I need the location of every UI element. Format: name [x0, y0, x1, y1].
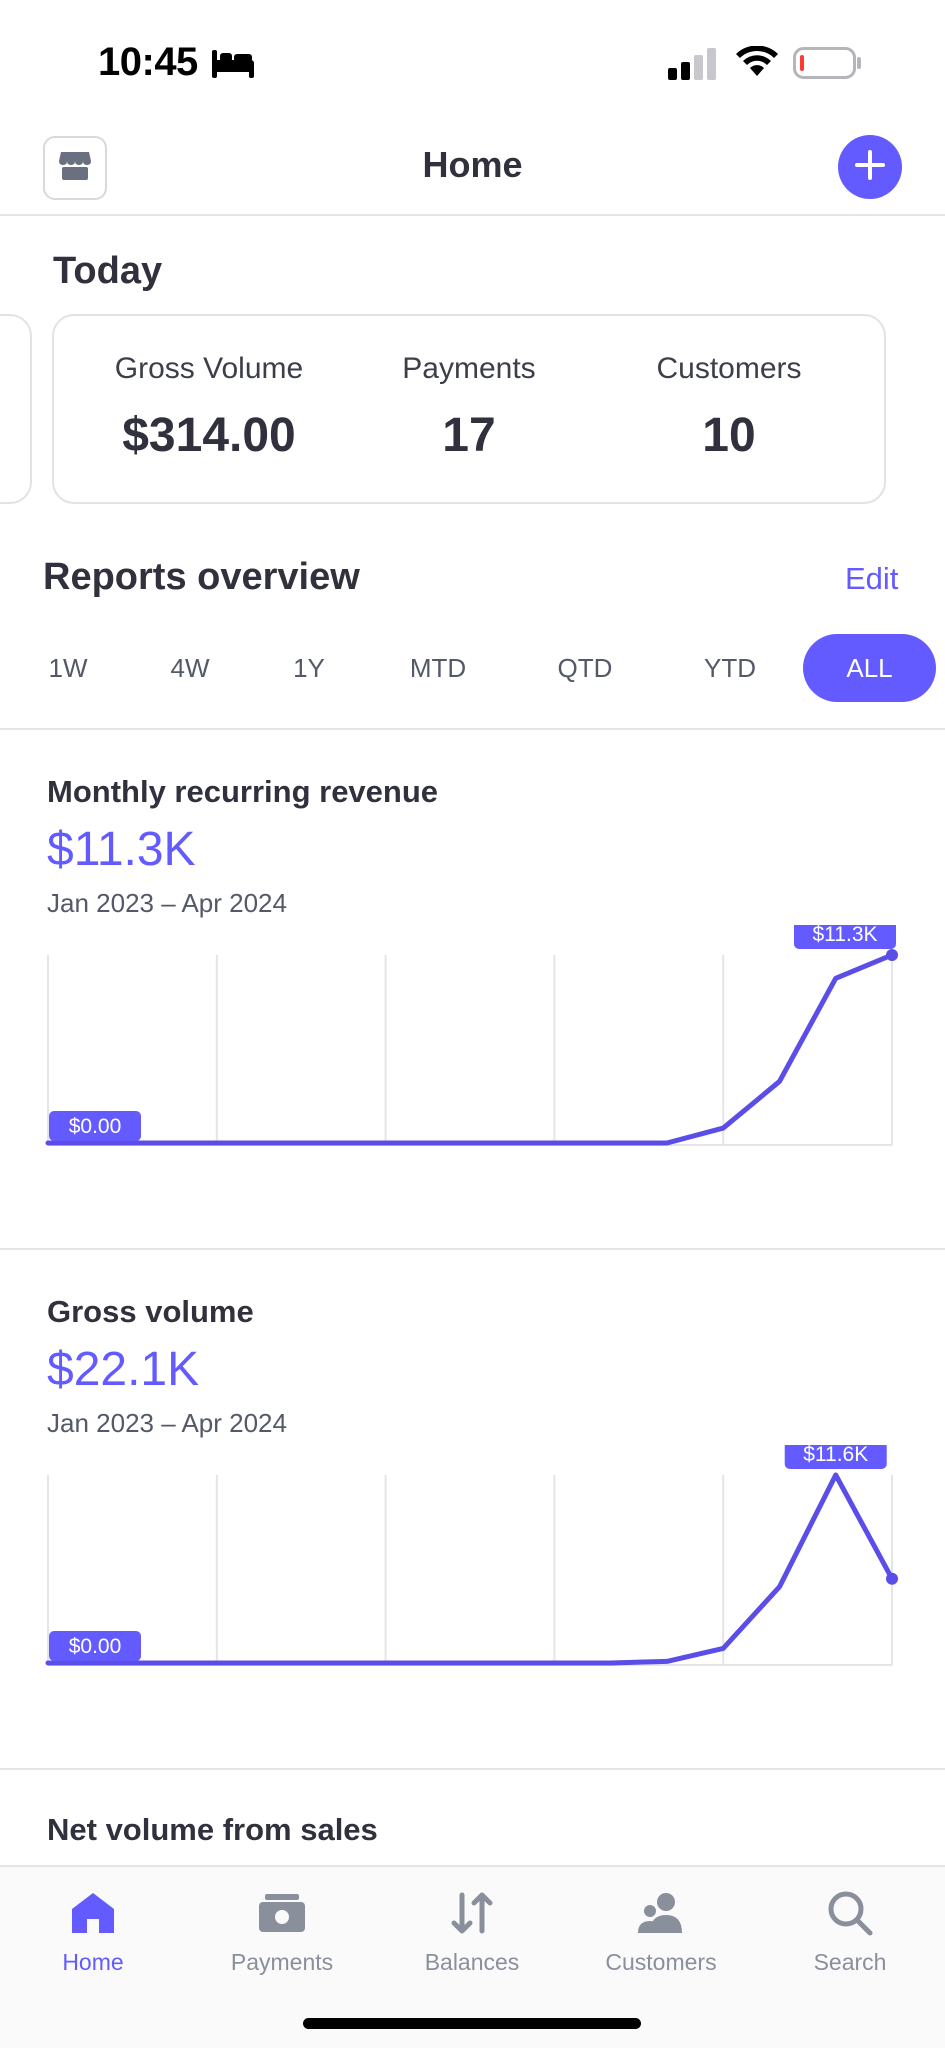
stat-gross-volume: Gross Volume $314.00	[79, 352, 339, 463]
customers-icon	[581, 1885, 741, 1941]
tab-payments[interactable]: Payments	[202, 1885, 362, 1976]
balances-icon	[392, 1885, 552, 1941]
chart-date-range: Jan 2023 – Apr 2024	[47, 888, 287, 918]
stat-value: 17	[442, 409, 496, 462]
home-icon	[13, 1885, 173, 1941]
tab-bar: Home Payments Balances Customers Search	[0, 1865, 945, 2048]
cellular-signal-icon	[668, 48, 720, 85]
battery-icon	[793, 47, 863, 84]
status-bar: 10:45	[0, 0, 945, 120]
range-1w[interactable]: 1W	[48, 653, 88, 683]
range-ytd[interactable]: YTD	[704, 653, 756, 683]
chart-date-range: Jan 2023 – Apr 2024	[47, 1408, 287, 1438]
tab-label: Home	[62, 1949, 124, 1975]
chart-title-net-volume[interactable]: Net volume from sales	[47, 1812, 378, 1847]
search-icon	[770, 1885, 930, 1941]
top-header: Home	[0, 120, 945, 216]
wifi-icon	[735, 45, 779, 83]
range-qtd[interactable]: QTD	[557, 653, 613, 683]
series-line	[45, 1472, 895, 1666]
reports-heading: Reports overview	[43, 556, 360, 598]
max-value-badge	[784, 1445, 887, 1469]
tab-label: Customers	[605, 1949, 717, 1975]
tab-label: Balances	[424, 1949, 520, 1975]
chart-total: $22.1K	[47, 1343, 200, 1396]
chart-total: $11.3K	[47, 823, 196, 876]
home-indicator	[303, 2018, 641, 2029]
data-point	[886, 949, 898, 961]
stat-label: Payments	[402, 352, 536, 385]
chart-card-mrr[interactable]: Monthly recurring revenue $11.3K Jan 202…	[0, 730, 945, 1250]
chart-card-gross-volume[interactable]: Gross volume $22.1K Jan 2023 – Apr 2024 …	[0, 1250, 945, 1770]
chart-title: Gross volume	[47, 1294, 254, 1329]
previous-card[interactable]	[0, 314, 32, 504]
plus-icon	[853, 148, 887, 187]
today-heading: Today	[53, 250, 163, 292]
mrr-line-chart: $11.3K $0.00	[45, 925, 898, 1146]
add-button[interactable]	[838, 135, 902, 199]
sleep-focus-icon	[212, 50, 254, 83]
data-point	[886, 1572, 898, 1585]
min-value-badge	[49, 1111, 141, 1141]
range-selector: 1W 4W 1Y MTD QTD YTD ALL	[0, 634, 945, 730]
gross-volume-line-chart: $11.6K $0.00	[45, 1445, 898, 1666]
min-value-badge	[49, 1631, 141, 1661]
tab-search[interactable]: Search	[770, 1885, 930, 1976]
stat-customers: Customers 10	[599, 352, 859, 463]
range-4w[interactable]: 4W	[170, 653, 210, 683]
min-value-label: $0.00	[69, 1115, 122, 1138]
tab-balances[interactable]: Balances	[392, 1885, 552, 1976]
max-value-label: $11.3K	[813, 925, 878, 946]
min-value-label: $0.00	[69, 1635, 122, 1658]
today-stats-card[interactable]: Gross Volume $314.00 Payments 17 Custome…	[52, 314, 886, 504]
stat-label: Gross Volume	[114, 352, 304, 385]
tab-customers[interactable]: Customers	[581, 1885, 741, 1976]
edit-button[interactable]: Edit	[845, 561, 899, 596]
status-time: 10:45	[98, 40, 198, 84]
stat-value: 10	[702, 409, 756, 462]
stat-payments: Payments 17	[339, 352, 599, 463]
page-title: Home	[422, 144, 523, 185]
tab-home[interactable]: Home	[13, 1885, 173, 1976]
max-value-label: $11.6K	[803, 1445, 868, 1466]
max-value-badge	[794, 925, 896, 949]
range-all[interactable]: ALL	[803, 634, 936, 702]
account-switcher-button[interactable]	[43, 136, 107, 200]
series-line	[45, 952, 895, 1146]
tab-label: Search	[813, 1949, 887, 1975]
payments-icon	[202, 1885, 362, 1941]
stat-label: Customers	[656, 352, 802, 385]
stat-value: $314.00	[122, 409, 296, 462]
chart-title: Monthly recurring revenue	[47, 774, 439, 809]
store-icon	[58, 150, 92, 187]
range-1y[interactable]: 1Y	[293, 653, 325, 683]
range-mtd[interactable]: MTD	[409, 653, 467, 683]
tab-label: Payments	[230, 1949, 334, 1975]
